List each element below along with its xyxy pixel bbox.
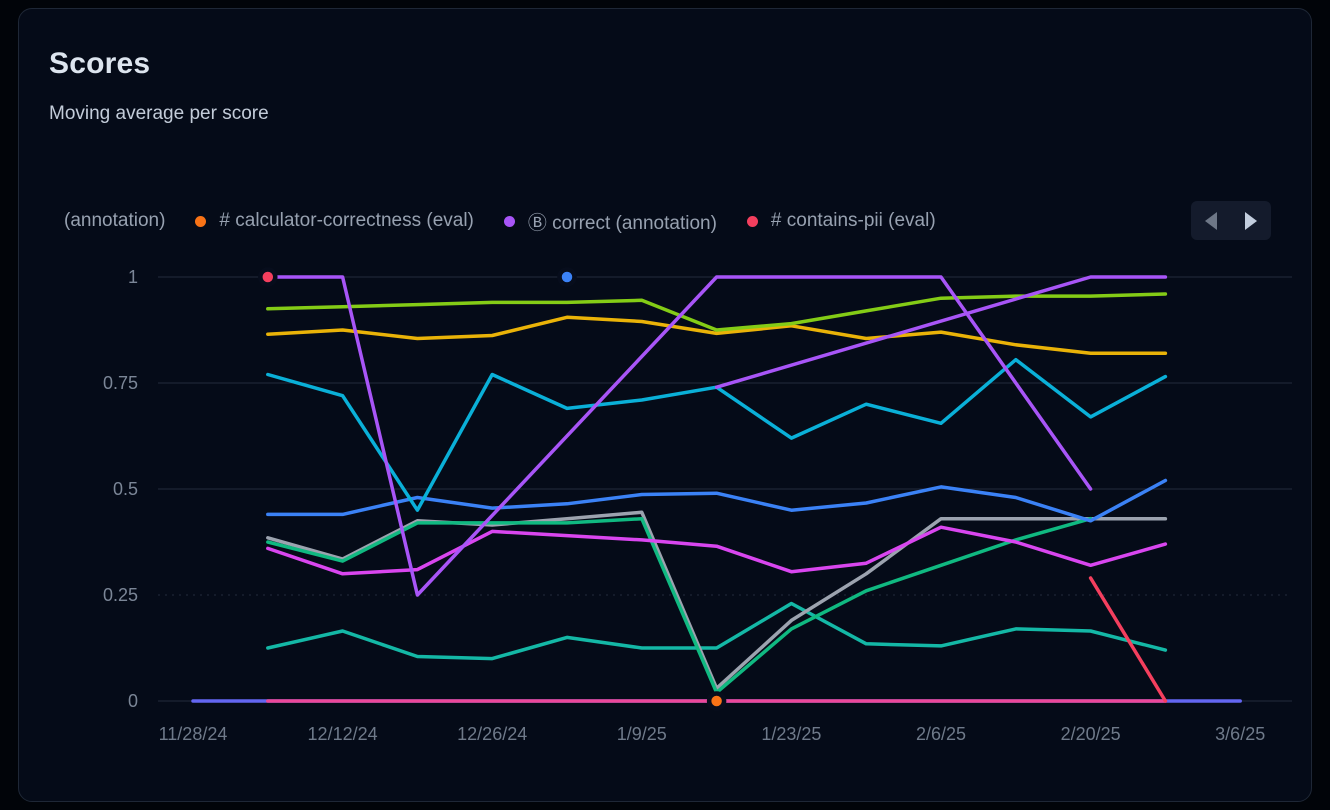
- x-axis-label: 2/6/25: [916, 724, 966, 744]
- y-axis-label: 0: [128, 691, 138, 711]
- chevron-left-icon: [1205, 211, 1217, 230]
- scores-card: Scores Moving average per score (annotat…: [18, 8, 1312, 802]
- legend-item[interactable]: (annotation): [64, 210, 165, 232]
- chart-line-magenta: [266, 525, 1168, 576]
- page-title: Scores: [49, 47, 151, 80]
- x-axis-label: 1/23/25: [761, 724, 821, 744]
- legend-item[interactable]: Ⓑ correct (annotation): [503, 208, 717, 235]
- legend-item[interactable]: # calculator-correctness (eval): [195, 210, 474, 232]
- y-axis-label: 0.75: [103, 373, 138, 393]
- x-axis-label: 12/26/24: [457, 724, 527, 744]
- legend-item[interactable]: # contains-pii (eval): [746, 210, 936, 232]
- x-axis-label: 11/28/24: [159, 724, 228, 744]
- x-axis-label: 2/20/25: [1061, 724, 1121, 744]
- chart-line-violet-2: [714, 275, 1168, 389]
- y-axis-label: 0.25: [103, 585, 138, 605]
- x-axis-label: 1/9/25: [617, 724, 667, 744]
- chart-line-lime: [266, 292, 1168, 332]
- chart-line-amber: [266, 315, 1168, 356]
- legend-item-label: (annotation): [64, 210, 166, 231]
- y-axis-label: 1: [128, 267, 138, 287]
- y-axis-label: 0.5: [113, 479, 138, 499]
- legend-next-button[interactable]: [1236, 201, 1266, 240]
- legend-scroll-controls: [1191, 201, 1271, 240]
- chart-line-emerald: [266, 516, 1093, 695]
- chart-marker-contains-pii-point: [258, 267, 278, 287]
- legend-item-label: # contains-pii (eval): [770, 210, 936, 231]
- legend-item-label: Ⓑ correct (annotation): [527, 212, 717, 234]
- legend-dot-icon: [746, 215, 758, 227]
- legend-dot-icon: [195, 215, 207, 227]
- x-axis-label: 12/12/24: [308, 724, 378, 744]
- chart-line-red: [1088, 576, 1168, 703]
- chart-line-blue: [266, 478, 1168, 523]
- x-axis-label: 3/6/25: [1215, 724, 1265, 744]
- chart-marker-calculator-correctness-point: [706, 691, 727, 711]
- chart-line-violet-1: [266, 275, 1093, 597]
- legend-dot-icon: [503, 215, 515, 227]
- chart-legend: (annotation) # calculator-correctness (ev…: [64, 201, 1177, 241]
- chart-marker-blue-point: [557, 267, 577, 287]
- chart-line-teal-low: [266, 601, 1168, 661]
- legend-prev-button[interactable]: [1196, 201, 1226, 240]
- page-subtitle: Moving average per score: [49, 103, 269, 124]
- chevron-right-icon: [1245, 211, 1257, 230]
- chart-line-cyan: [266, 357, 1168, 512]
- legend-item-label: # calculator-correctness (eval): [219, 210, 474, 231]
